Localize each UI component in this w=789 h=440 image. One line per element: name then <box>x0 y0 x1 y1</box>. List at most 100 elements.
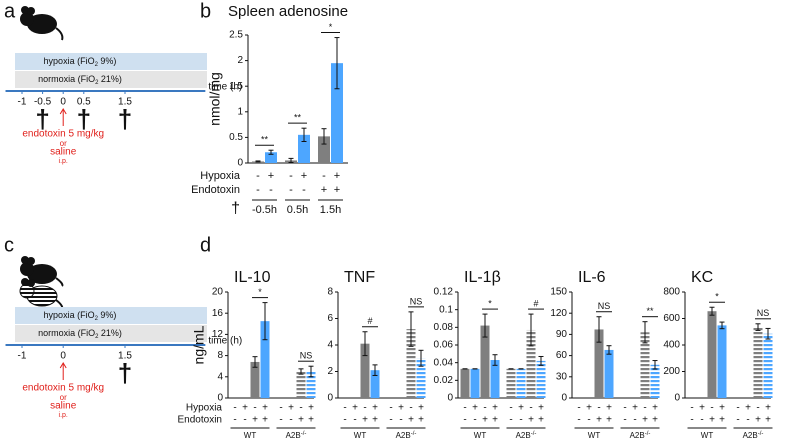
significance-label: NS <box>410 296 423 306</box>
time-tick-label: 1.5 <box>118 351 132 362</box>
row-sign: + <box>321 184 327 196</box>
group-label: WT <box>588 431 601 440</box>
row-sign: - <box>736 415 739 426</box>
error-bar <box>301 127 307 142</box>
row-label: Hypoxia <box>200 170 241 182</box>
row-sign: + <box>472 403 478 414</box>
y-tick-label: 1.5 <box>229 81 243 92</box>
bar <box>490 360 500 398</box>
group-name: A2B <box>516 431 531 440</box>
injection-text: i.p. <box>59 412 68 419</box>
row-sign: - <box>289 184 293 196</box>
injection-text: or <box>60 393 67 402</box>
y-tick-label: 6 <box>327 313 333 324</box>
row-sign: + <box>252 415 258 426</box>
label-part: 2 <box>95 334 99 340</box>
row-label: Hypoxia <box>186 403 223 414</box>
y-tick-label: 200 <box>663 366 680 377</box>
normoxia-label: normoxia (FiO2 21%) <box>38 328 122 339</box>
y-tick-label: 120 <box>550 308 567 319</box>
label-part: hypoxia (FiO <box>44 310 95 320</box>
error-bar <box>362 331 368 357</box>
mouse-icon <box>20 256 64 287</box>
row-sign: + <box>334 184 340 196</box>
group-name: A2B <box>743 431 758 440</box>
bar <box>296 371 306 398</box>
group-name: WT <box>588 431 601 440</box>
row-sign: + <box>308 403 314 414</box>
row-sign: + <box>699 403 705 414</box>
significance-label: # <box>533 298 538 308</box>
label-part: 2 <box>95 80 99 86</box>
group-name: WT <box>244 431 257 440</box>
row-sign: - <box>243 415 246 426</box>
y-tick-label: 12 <box>212 329 224 340</box>
error-bar <box>642 321 648 344</box>
bar <box>298 134 310 163</box>
arrow-head <box>59 362 67 369</box>
bar <box>536 360 546 398</box>
row-sign: - <box>623 415 626 426</box>
error-bar <box>606 345 612 355</box>
row-sign: + <box>538 415 544 426</box>
row-sign: + <box>408 415 414 426</box>
group-label: A2B-/- <box>396 431 417 440</box>
row-sign: + <box>606 415 612 426</box>
row-sign: - <box>633 415 636 426</box>
panel-label: d <box>200 234 211 256</box>
bar <box>331 63 343 163</box>
hypoxia-label: hypoxia (FiO2 9%) <box>44 56 117 67</box>
chart-title: IL-1β <box>464 269 501 286</box>
row-sign: + <box>262 403 268 414</box>
injection-text: endotoxin 5 mg/kg <box>22 129 104 140</box>
y-tick-label: 600 <box>663 313 680 324</box>
mouse-icon <box>20 6 64 41</box>
row-sign: + <box>288 403 294 414</box>
y-tick-label: 0.5 <box>229 132 243 143</box>
row-sign: + <box>262 415 268 426</box>
bar <box>707 311 717 398</box>
error-bar <box>372 364 378 376</box>
row-sign: + <box>518 403 524 414</box>
group-sup: -/- <box>531 431 537 437</box>
error-bar <box>719 321 725 330</box>
significance-label: # <box>367 316 372 326</box>
y-tick-label: 8 <box>327 287 333 298</box>
death-marker: † <box>118 358 132 388</box>
row-sign: - <box>529 403 532 414</box>
panel-label: b <box>200 0 211 22</box>
error-bar <box>418 349 424 367</box>
row-sign: + <box>418 415 424 426</box>
injection-text: endotoxin 5 mg/kg <box>22 383 104 394</box>
y-tick-label: 0.06 <box>434 340 454 351</box>
y-tick-label: 60 <box>556 350 568 361</box>
row-sign: - <box>322 170 326 182</box>
error-bar <box>765 327 771 340</box>
row-sign: + <box>308 415 314 426</box>
significance-label: * <box>258 287 262 297</box>
bar <box>640 332 650 398</box>
y-tick-label: 4 <box>217 371 223 382</box>
row-sign: + <box>298 415 304 426</box>
death-marker: † <box>35 104 49 134</box>
row-sign: - <box>597 403 600 414</box>
group-name: 1.5h <box>320 204 341 216</box>
group-label: WT <box>244 431 257 440</box>
row-sign: + <box>538 403 544 414</box>
row-sign: - <box>587 415 590 426</box>
bar <box>506 368 516 398</box>
group-name: A2B <box>286 431 301 440</box>
group-name: WT <box>474 431 487 440</box>
group-name: A2B <box>630 431 645 440</box>
label-part: 9%) <box>98 56 117 66</box>
row-sign: + <box>482 415 488 426</box>
group-label: 0.5h <box>287 204 308 216</box>
y-tick-label: 0.04 <box>434 357 454 368</box>
row-sign: - <box>409 403 412 414</box>
bar <box>416 358 426 398</box>
row-sign: + <box>242 403 248 414</box>
row-sign: + <box>301 170 307 182</box>
y-tick-label: 150 <box>550 287 567 298</box>
row-sign: - <box>473 415 476 426</box>
